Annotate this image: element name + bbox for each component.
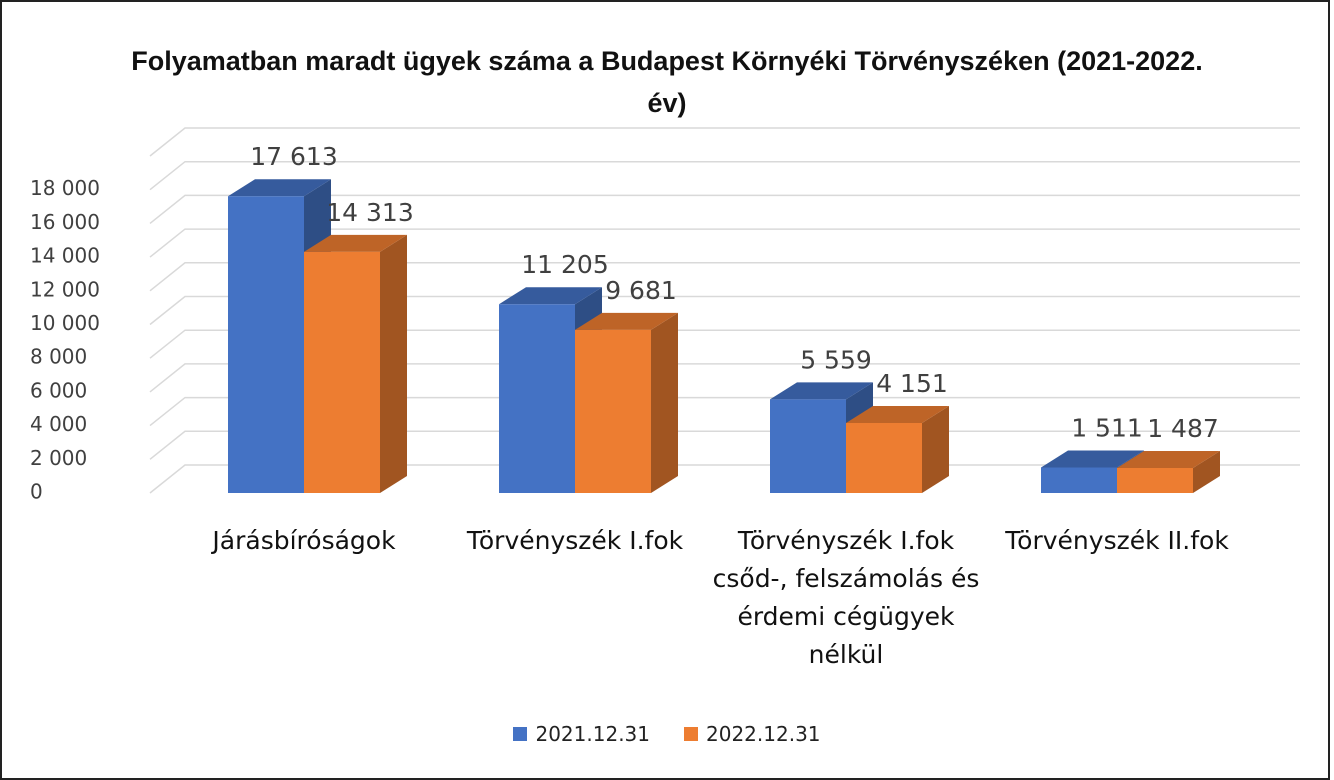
legend-item: 2022.12.31	[684, 722, 821, 746]
bar-front	[304, 251, 380, 493]
y-tick-label: 8 000	[30, 345, 87, 369]
y-tick-label: 2 000	[30, 446, 87, 470]
grid-line	[149, 329, 1300, 359]
bar-top	[304, 234, 407, 252]
bar-front	[575, 329, 651, 493]
y-tick-label: 10 000	[30, 311, 100, 335]
y-tick-label: 0	[30, 480, 43, 504]
data-label: 1 487	[1147, 414, 1219, 443]
y-tick-label: 6 000	[30, 378, 87, 402]
legend-swatch	[684, 727, 698, 741]
x-tick-label: Törvényszék I.fok	[466, 526, 684, 555]
data-label: 11 205	[521, 250, 608, 279]
legend-item: 2021.12.31	[513, 722, 650, 746]
bar-top	[1041, 450, 1144, 468]
y-tick-label: 16 000	[30, 210, 100, 234]
bar	[575, 312, 678, 493]
grid-line	[149, 160, 1300, 191]
bar	[1117, 450, 1220, 493]
grid-line	[149, 396, 1300, 427]
legend-label: 2021.12.31	[535, 722, 650, 746]
legend-swatch	[513, 727, 528, 741]
legend-label: 2022.12.31	[706, 722, 821, 746]
bar-top	[228, 179, 331, 197]
data-label: 17 613	[250, 142, 337, 171]
y-tick-label: 4 000	[30, 412, 87, 436]
data-label: 4 151	[876, 369, 948, 398]
grid-line	[149, 228, 1300, 258]
x-tick-label: Járásbíróságok	[212, 526, 396, 555]
bar-top	[575, 312, 678, 330]
data-label: 14 313	[326, 198, 413, 227]
data-label: 5 559	[800, 345, 872, 374]
x-tick-label: Törvényszék I.fok csőd-, felszámolás és …	[712, 526, 980, 669]
chart-title: Folyamatban maradt ügyek száma a Budapes…	[131, 46, 1203, 118]
bar-front	[770, 399, 846, 493]
data-label: 1 511	[1071, 414, 1143, 443]
grid-line	[149, 295, 1300, 326]
y-tick-label: 12 000	[30, 277, 100, 301]
bar-top	[846, 406, 949, 424]
bar	[846, 406, 949, 493]
grid-line	[149, 363, 1300, 393]
grid-line	[149, 194, 1300, 224]
grid-line	[149, 262, 1300, 292]
bar-top	[499, 287, 602, 305]
bar-front	[1117, 467, 1193, 493]
data-label: 9 681	[605, 276, 677, 305]
bar-top	[770, 382, 873, 400]
bar-front	[846, 423, 922, 493]
bar-top	[1117, 450, 1220, 468]
bar-side	[380, 234, 407, 494]
grid-line	[149, 127, 1300, 157]
bar	[304, 234, 407, 494]
bar-side	[651, 312, 678, 493]
y-tick-label: 18 000	[30, 176, 100, 200]
bar-front	[499, 304, 575, 493]
x-tick-label: Törvényszék II.fok	[1005, 526, 1229, 555]
bar-side	[922, 406, 949, 493]
bar-front	[1041, 467, 1117, 493]
legend: 2021.12.31 2022.12.31	[0, 722, 1334, 746]
bar-front	[228, 196, 304, 493]
y-tick-label: 14 000	[30, 244, 100, 268]
bar-side	[1193, 450, 1220, 493]
